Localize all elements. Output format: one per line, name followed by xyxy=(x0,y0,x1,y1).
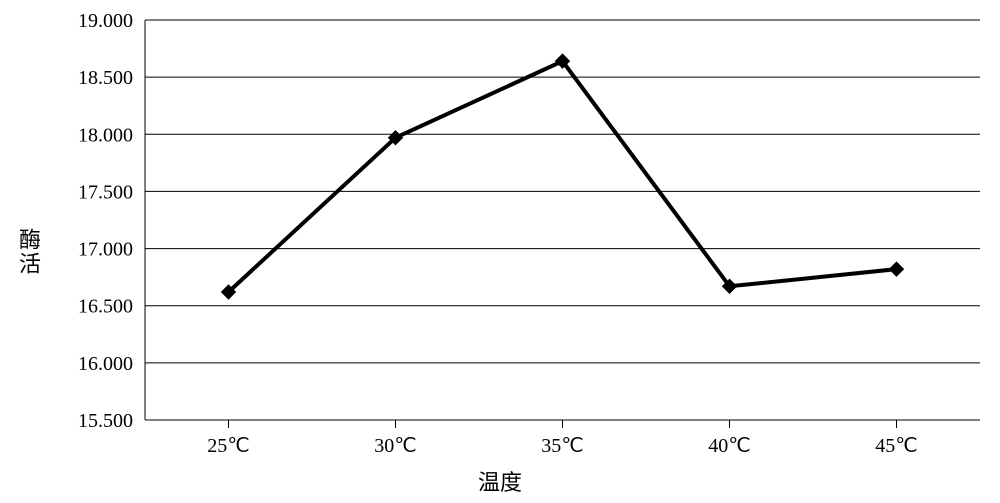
y-tick-label: 18.500 xyxy=(78,67,133,89)
x-tick-label: 35℃ xyxy=(541,435,583,457)
x-tick-label: 30℃ xyxy=(374,435,416,457)
y-axis-label: 酶活 xyxy=(12,228,44,276)
y-tick-label: 17.500 xyxy=(78,181,133,203)
chart-container: 酶活 15.50016.00016.50017.00017.50018.0001… xyxy=(0,0,1000,503)
data-marker xyxy=(890,262,904,276)
y-tick-label: 19.000 xyxy=(78,10,133,32)
x-tick-label: 45℃ xyxy=(875,435,917,457)
x-tick-label: 25℃ xyxy=(207,435,249,457)
y-tick-label: 16.000 xyxy=(78,353,133,375)
y-tick-label: 16.500 xyxy=(78,296,133,318)
y-tick-label: 18.000 xyxy=(78,124,133,146)
y-tick-label: 17.000 xyxy=(78,239,133,261)
line-chart: 15.500 16.000 16.500 17.000 17.500 18.000 18.5… xyxy=(0,0,1000,470)
series-line xyxy=(229,61,897,292)
x-tick-label: 40℃ xyxy=(708,435,750,457)
y-tick-label: 15.500 xyxy=(78,410,133,432)
x-axis-label: 温度 xyxy=(478,465,522,497)
